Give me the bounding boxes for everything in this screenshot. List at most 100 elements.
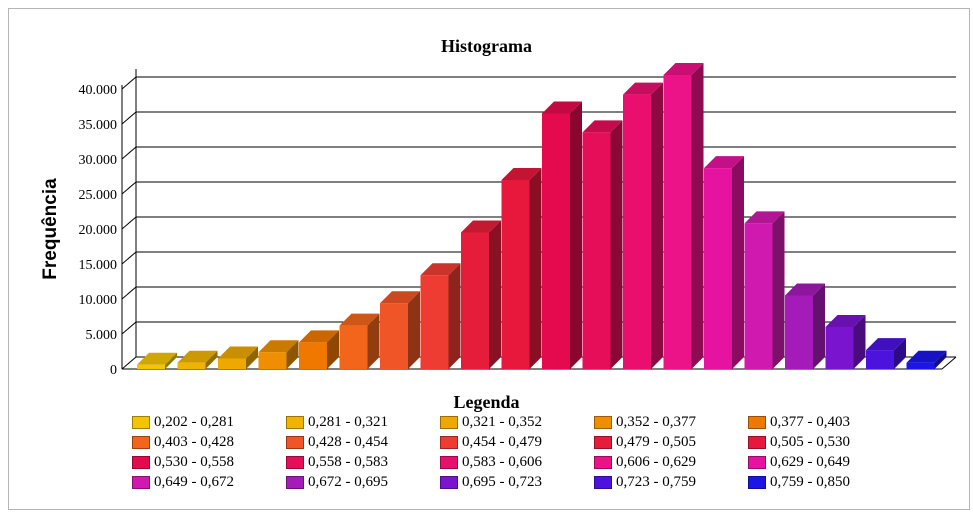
- legend-label: 0,530 - 0,558: [154, 453, 234, 470]
- gridline-side: [121, 76, 137, 90]
- bar-side: [813, 283, 825, 369]
- legend-swatch: [440, 455, 458, 469]
- legend-swatch: [132, 455, 150, 469]
- legend-swatch: [594, 415, 612, 429]
- legend-swatch: [132, 435, 150, 449]
- bar-top: [380, 291, 420, 304]
- bar-side: [529, 168, 542, 369]
- bar-top: [501, 168, 542, 180]
- bar-top: [785, 283, 825, 296]
- y-tick-label: 20.000: [79, 223, 118, 238]
- bar: [137, 364, 165, 369]
- bar-top: [663, 63, 704, 75]
- y-tick-label: 10.000: [79, 293, 118, 308]
- bar-top: [744, 211, 785, 224]
- bar: [623, 94, 651, 369]
- bar-top: [339, 313, 380, 326]
- chart-title: Histograma: [441, 36, 532, 56]
- legend-swatch: [132, 475, 150, 489]
- legend-item: 0,403 - 0,428: [132, 433, 286, 451]
- bar-side: [651, 82, 663, 369]
- legend-swatch: [594, 475, 612, 489]
- bar: [582, 132, 611, 369]
- legend-label: 0,723 - 0,759: [616, 473, 696, 490]
- bar: [258, 352, 287, 369]
- bar: [299, 342, 327, 369]
- bar-side: [448, 263, 461, 369]
- legend-label: 0,281 - 0,321: [308, 413, 388, 430]
- legend-label: 0,583 - 0,606: [462, 453, 542, 470]
- bar-side: [286, 340, 299, 369]
- bar-side: [327, 330, 339, 369]
- bar: [663, 75, 692, 369]
- legend-swatch: [594, 455, 612, 469]
- bar: [866, 350, 894, 369]
- floor-edge: [941, 356, 957, 370]
- bar-side: [934, 350, 947, 369]
- bar-side: [732, 156, 744, 369]
- gridline-side: [121, 286, 137, 300]
- legend-label: 0,428 - 0,454: [308, 433, 388, 450]
- bar: [785, 295, 813, 369]
- gridline-side: [121, 356, 137, 370]
- gridline-side: [121, 321, 137, 335]
- legend-swatch: [748, 415, 766, 429]
- legend-item: 0,723 - 0,759: [594, 473, 748, 491]
- legend-item: 0,454 - 0,479: [440, 433, 594, 451]
- legend-swatch: [286, 455, 304, 469]
- legend-label: 0,505 - 0,530: [770, 433, 850, 450]
- bar: [825, 327, 854, 369]
- legend-swatch: [440, 475, 458, 489]
- legend-label: 0,558 - 0,583: [308, 453, 388, 470]
- gridline-side: [121, 251, 137, 265]
- legend-label: 0,672 - 0,695: [308, 473, 388, 490]
- bar-side: [691, 63, 704, 369]
- bar-top: [542, 101, 582, 114]
- legend-swatch: [748, 435, 766, 449]
- bar: [177, 362, 206, 369]
- legend-swatch: [440, 415, 458, 429]
- y-tick-label: 30.000: [79, 153, 118, 168]
- legend-label: 0,454 - 0,479: [462, 433, 542, 450]
- bar-side: [610, 120, 623, 370]
- bar-side: [165, 352, 177, 369]
- bar-top: [461, 220, 501, 233]
- legend-swatch: [286, 415, 304, 429]
- legend-label: 0,629 - 0,649: [770, 453, 850, 470]
- bar-side: [894, 338, 906, 369]
- bar-top: [177, 350, 218, 363]
- legend-item: 0,505 - 0,530: [748, 433, 902, 451]
- bar-side: [853, 315, 866, 369]
- legend-item: 0,479 - 0,505: [594, 433, 748, 451]
- legend-swatch: [132, 415, 150, 429]
- legend-item: 0,352 - 0,377: [594, 413, 748, 431]
- bar-side: [246, 346, 258, 369]
- bar-side: [367, 313, 380, 369]
- legend-swatch: [748, 455, 766, 469]
- legend-item: 0,428 - 0,454: [286, 433, 440, 451]
- legend-item: 0,649 - 0,672: [132, 473, 286, 491]
- legend-item: 0,583 - 0,606: [440, 453, 594, 471]
- bar: [339, 325, 368, 369]
- legend-label: 0,759 - 0,850: [770, 473, 850, 490]
- bar-side: [205, 350, 218, 369]
- bar: [704, 168, 732, 369]
- legend-swatch: [748, 475, 766, 489]
- y-tick-label: 35.000: [79, 118, 118, 133]
- bar: [542, 113, 570, 369]
- legend-swatch: [286, 475, 304, 489]
- bar-side: [489, 220, 501, 369]
- bar-side: [408, 291, 420, 369]
- gridline-side: [121, 216, 137, 230]
- bar-top: [866, 338, 906, 351]
- legend-swatch: [594, 435, 612, 449]
- legend-swatch: [440, 435, 458, 449]
- legend-label: 0,695 - 0,723: [462, 473, 542, 490]
- bar-top: [582, 120, 623, 133]
- legend-item: 0,695 - 0,723: [440, 473, 594, 491]
- bar: [461, 232, 489, 369]
- bar-top: [906, 350, 947, 363]
- legend-item: 0,377 - 0,403: [748, 413, 902, 431]
- legend-title: Legenda: [453, 392, 520, 412]
